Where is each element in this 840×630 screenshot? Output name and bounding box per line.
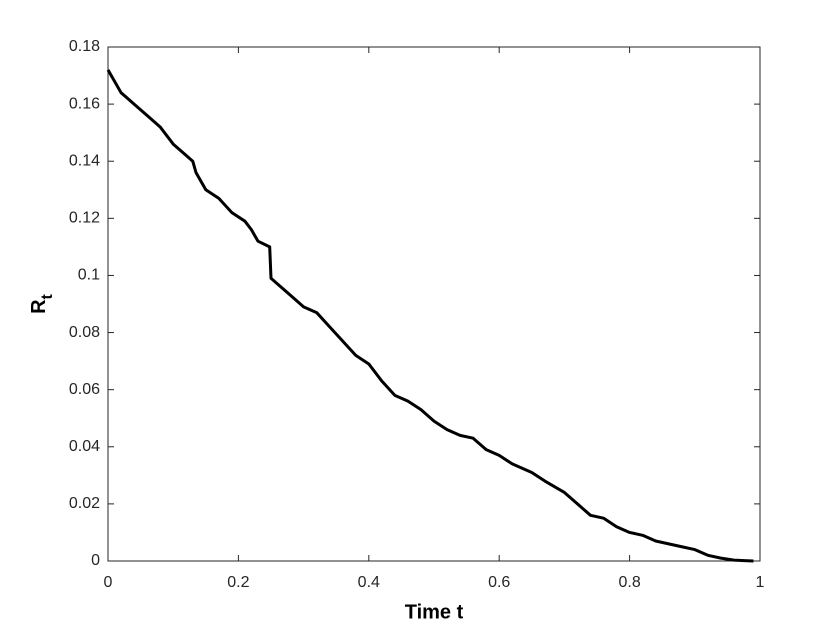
x-tick-label: 1 (756, 574, 765, 591)
y-tick-label: 0 (91, 552, 100, 569)
plot-frame (107, 46, 761, 562)
y-tick-label: 0.02 (69, 495, 100, 512)
y-tick-label: 0.04 (69, 438, 100, 455)
x-tick-label: 0 (104, 574, 113, 591)
y-tick-label: 0.1 (78, 267, 100, 284)
y-tick-label: 0.06 (69, 381, 100, 398)
y-tick-label: 0.16 (69, 95, 100, 112)
data-line (106, 69, 754, 563)
y-tick-label: 0.08 (69, 324, 100, 341)
y-tick-label: 0.18 (69, 38, 100, 55)
x-tick-label: 0.8 (618, 574, 640, 591)
x-axis-label: Time t (405, 601, 464, 623)
y-tick-label: 0.12 (69, 210, 100, 227)
y-tick-label: 0.14 (69, 152, 100, 169)
y-axis-label: Rt (28, 293, 56, 313)
x-tick-label: 0.2 (227, 574, 249, 591)
x-tick-label: 0.6 (488, 574, 510, 591)
x-tick-label: 0.4 (358, 574, 380, 591)
